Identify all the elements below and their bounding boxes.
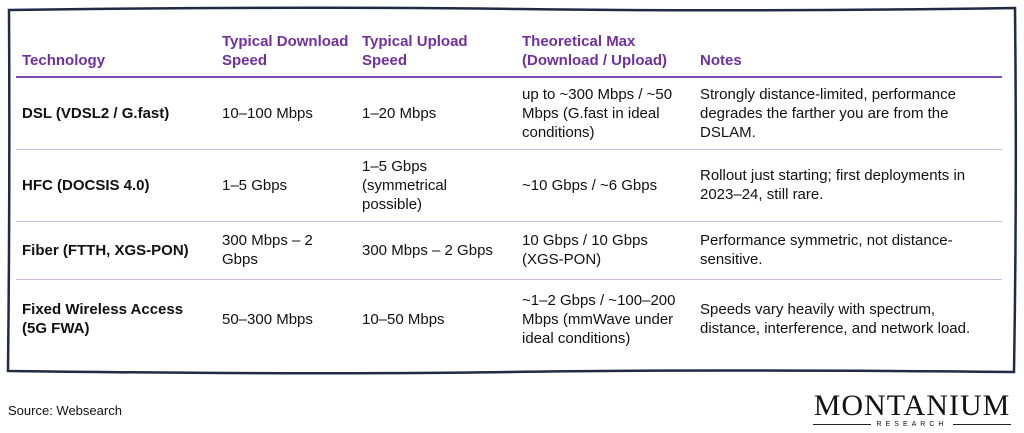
cell: 50–300 Mbps [222, 310, 313, 328]
logo-name: MONTANIUM [813, 389, 1011, 422]
cell: Performance symmetric, not distance-sens… [694, 221, 1002, 280]
row-label: Fixed Wireless Access (5G FWA) [22, 301, 184, 338]
header-cell: Typical Upload Speed [356, 28, 516, 78]
row-label: HFC (DOCSIS 4.0) [16, 149, 216, 222]
logo-sub: RESEARCH [806, 421, 1018, 428]
cell: 1–5 Gbps [216, 149, 356, 222]
cell: Rollout just starting; first deployments… [694, 149, 1002, 222]
table-border [6, 6, 1018, 375]
header-row: Technology Typical Download Speed Typical … [16, 28, 1002, 78]
source: Source: Websearch [8, 403, 122, 418]
table-body: DSL (VDSL2 / G.fast) 10–100 Mbps 1–20 Mbps… [16, 77, 1002, 359]
cell: 1–5 Gbps (symmetrical possible) [356, 149, 516, 222]
logo: MONTANIUM RESEARCH [806, 389, 1018, 429]
cell: 10–100 Mbps [216, 77, 356, 150]
cell: up to ~300 Mbps / ~50 Mbps (G.fast in id… [516, 77, 694, 150]
header-cell: Typical Download Speed [216, 28, 356, 78]
cell: 300 Mbps – 2 Gbps [356, 221, 516, 280]
table-row: Fiber (FTTH, XGS-PON) 300 Mbps – 2 Gbps 30… [16, 221, 1002, 280]
row-label: DSL (VDSL2 / G.fast) [16, 77, 216, 150]
header-cell: Notes [694, 28, 1002, 78]
cell: 1–20 Mbps [356, 77, 516, 150]
cell: ~10 Gbps / ~6 Gbps [516, 149, 694, 222]
table-row: HFC (DOCSIS 4.0) 1–5 Gbps 1–5 Gbps (symmet… [16, 149, 1002, 222]
cell: 10–50 Mbps [362, 310, 445, 328]
cell: 300 Mbps – 2 Gbps [216, 221, 356, 280]
table: Technology Typical Download Speed Typical … [16, 28, 1002, 359]
header-cell: Technology [16, 28, 216, 78]
cell: ~1–2 Gbps / ~100–200 Mbps (mmWave under … [522, 291, 676, 347]
table-row: Fixed Wireless Access (5G FWA) 50–300 Mbp… [16, 279, 1002, 359]
cell: 10 Gbps / 10 Gbps (XGS-PON) [516, 221, 694, 280]
header-cell: Theoretical Max (Download / Upload) [516, 28, 694, 78]
row-label: Fiber (FTTH, XGS-PON) [16, 221, 216, 280]
cell: Speeds vary heavily with spectrum, dista… [700, 301, 971, 338]
table-row: DSL (VDSL2 / G.fast) 10–100 Mbps 1–20 Mbps… [16, 77, 1002, 150]
cell: Strongly distance-limited, performance d… [694, 77, 1002, 150]
